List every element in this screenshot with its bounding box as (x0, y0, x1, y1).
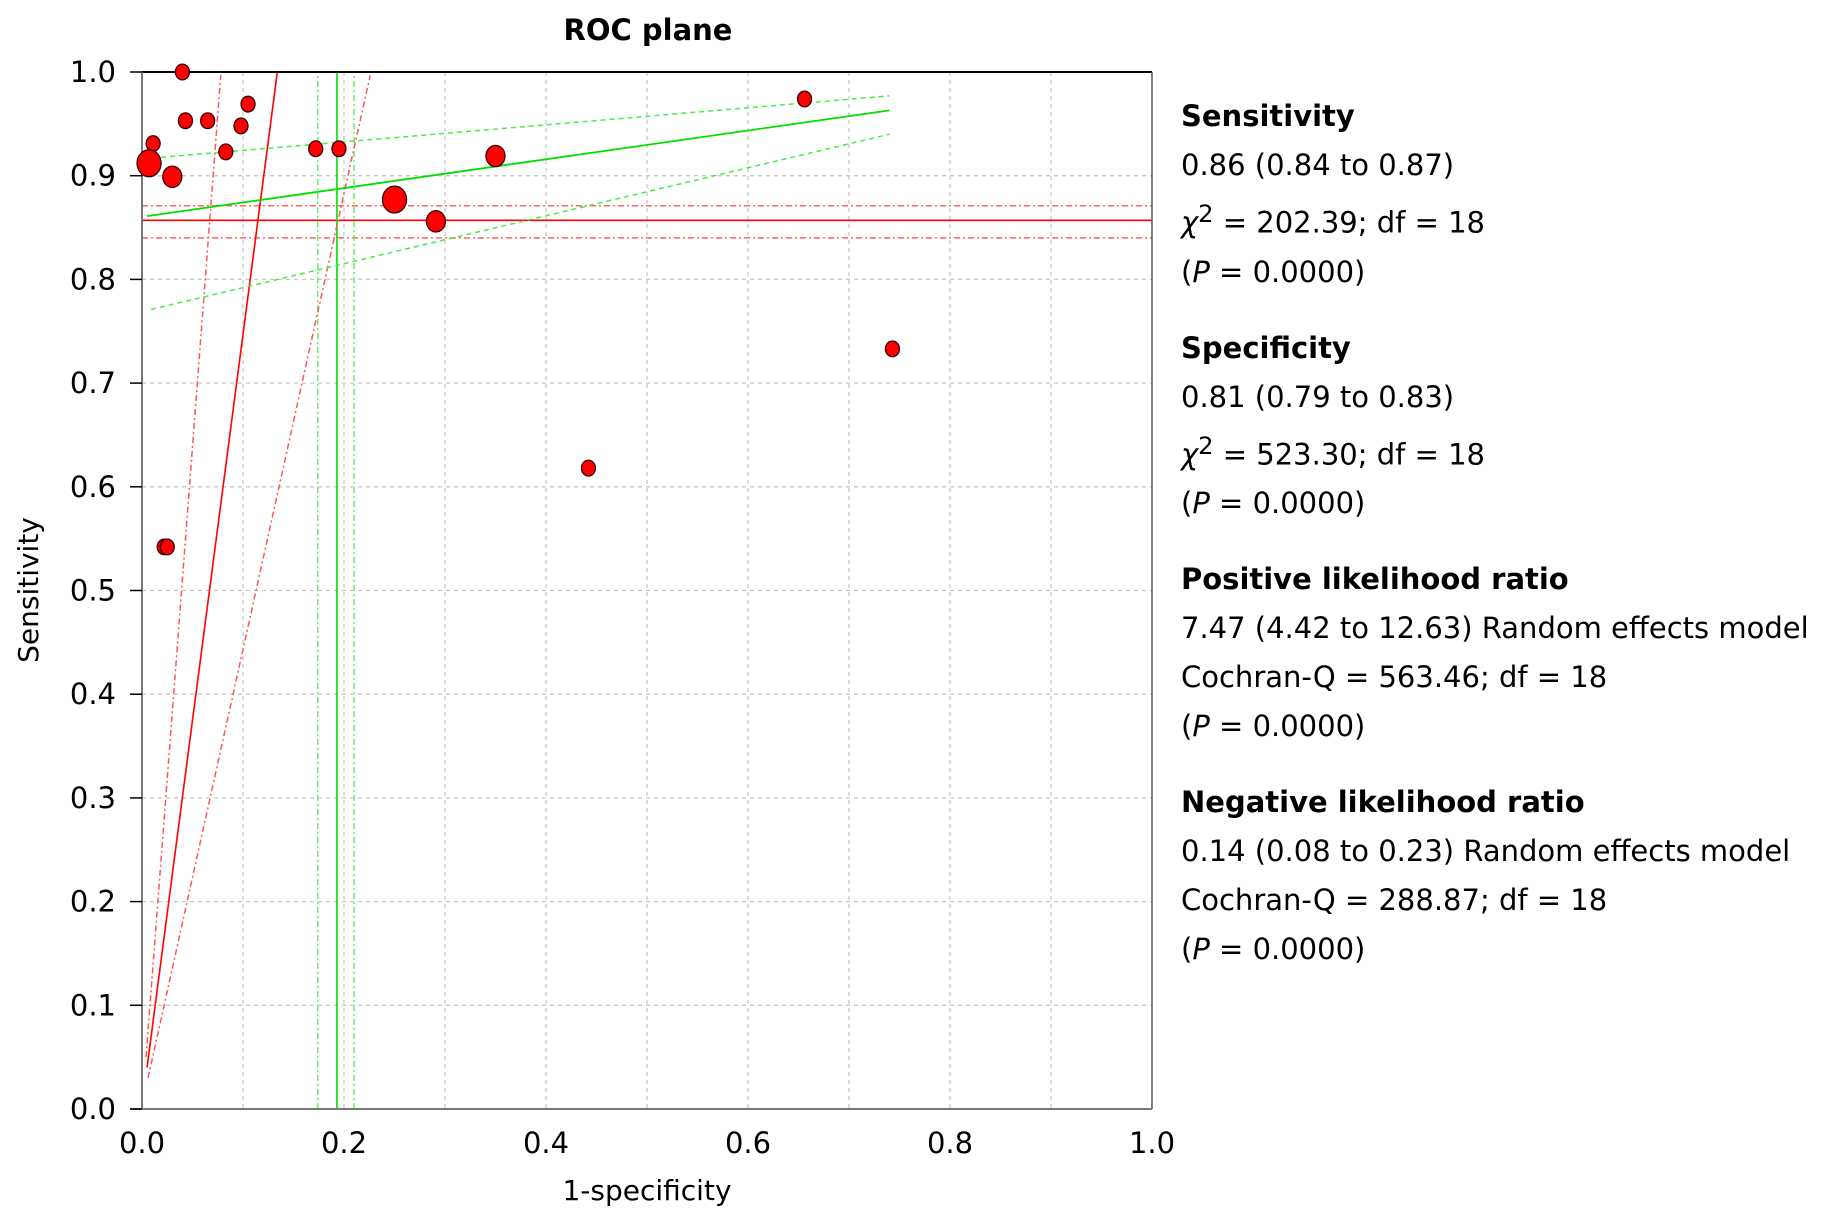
p-symbol: P (1192, 254, 1210, 289)
stat-test: Cochran-Q = 288.87; df = 18 (1181, 883, 1608, 918)
y-tick-label: 0.8 (70, 262, 116, 296)
stats-panel: Sensitivity 0.86 (0.84 to 0.87) χ2 = 202… (1181, 92, 1831, 1001)
y-tick-label: 0.0 (70, 1092, 116, 1126)
p-value: = 0.0000) (1209, 254, 1366, 289)
y-tick-label: 0.6 (70, 470, 116, 504)
stat-test: Cochran-Q = 563.46; df = 18 (1181, 660, 1608, 695)
study-point (218, 143, 234, 161)
x-tick-label: 0.4 (523, 1126, 569, 1160)
study-point (233, 117, 249, 135)
study-point (177, 112, 194, 130)
sroc-ci-line (150, 133, 890, 311)
p-value: = 0.0000) (1209, 486, 1366, 521)
tick-labels: 0.0 0.1 0.2 0.3 0.4 0.5 0.6 0.7 0.8 0.9 1.0 0.0 0.2 0… (70, 55, 1175, 1160)
chi-symbol: χ (1181, 205, 1199, 240)
positive-lr-ci-line (145, 75, 222, 1058)
stat-heading: Negative likelihood ratio (1181, 785, 1585, 820)
study-point (381, 185, 408, 214)
study-point (136, 149, 162, 178)
stat-block-positive-lr: Positive likelihood ratio 7.47 (4.42 to … (1181, 555, 1831, 751)
y-axis-title: Sensitivity (12, 517, 45, 663)
stat-estimate: 0.14 (0.08 to 0.23) Random effects model (1181, 834, 1791, 869)
paren: ( (1181, 709, 1193, 744)
grid (142, 72, 1152, 1109)
study-point (162, 165, 183, 189)
x-tick-label: 0.2 (321, 1126, 367, 1160)
stat-heading: Specificity (1181, 330, 1351, 365)
stat-test-value: = 202.39; df = 18 (1213, 205, 1485, 240)
study-point (331, 140, 347, 158)
study-point (199, 112, 216, 130)
stat-pvalue: (P = 0.0000) (1181, 248, 1831, 297)
sroc-ci-line (152, 95, 890, 159)
p-symbol: P (1192, 709, 1210, 744)
stat-pvalue: (P = 0.0000) (1181, 925, 1831, 974)
study-point (159, 538, 175, 556)
axes (130, 71, 1153, 1110)
paren: ( (1181, 486, 1193, 521)
study-point (425, 210, 447, 233)
positive-lr-line (146, 71, 279, 1068)
stat-test: χ2 = 202.39; df = 18 (1181, 190, 1831, 248)
y-tick-label: 0.7 (70, 366, 116, 400)
y-tick-label: 1.0 (70, 55, 116, 89)
x-tick-label: 0.0 (119, 1126, 165, 1160)
y-tick-label: 0.9 (70, 159, 116, 193)
chart-title: ROC plane (564, 13, 733, 47)
y-tick-label: 0.5 (70, 574, 116, 608)
stat-heading: Sensitivity (1181, 99, 1355, 133)
positive-lr-ci-line (147, 74, 371, 1079)
y-tick-label: 0.3 (70, 781, 116, 815)
x-tick-label: 1.0 (1129, 1126, 1175, 1160)
study-point (796, 90, 813, 108)
sroc-line (146, 109, 890, 218)
y-tick-label: 0.4 (70, 677, 116, 711)
chi-superscript: 2 (1198, 200, 1214, 228)
stat-pvalue: (P = 0.0000) (1181, 702, 1831, 751)
stat-pvalue: (P = 0.0000) (1181, 479, 1831, 528)
paren: ( (1181, 254, 1193, 289)
stat-block-sensitivity: Sensitivity 0.86 (0.84 to 0.87) χ2 = 202… (1181, 92, 1831, 297)
y-tick-label: 0.2 (70, 885, 116, 919)
p-symbol: P (1192, 486, 1210, 521)
stat-estimate: 0.86 (0.84 to 0.87) (1181, 148, 1455, 182)
x-tick-label: 0.6 (725, 1126, 771, 1160)
study-point (174, 63, 191, 81)
chi-symbol: χ (1181, 437, 1199, 472)
summary-lines (142, 71, 1152, 1109)
stat-block-negative-lr: Negative likelihood ratio 0.14 (0.08 to … (1181, 778, 1831, 974)
study-point (240, 95, 256, 113)
chi-superscript: 2 (1198, 431, 1214, 460)
x-axis-title: 1-specificity (562, 1174, 731, 1207)
study-point (884, 340, 901, 358)
stat-test-value: = 523.30; df = 18 (1213, 437, 1485, 472)
stat-estimate: 7.47 (4.42 to 12.63) Random effects mode… (1181, 611, 1809, 646)
y-tick-label: 0.1 (70, 988, 116, 1022)
study-points (136, 63, 901, 556)
x-tick-label: 0.8 (927, 1126, 973, 1160)
stat-heading: Positive likelihood ratio (1181, 562, 1569, 597)
paren: ( (1181, 932, 1193, 967)
study-point (580, 459, 597, 477)
stat-estimate: 0.81 (0.79 to 0.83) (1181, 379, 1455, 414)
stat-block-specificity: Specificity 0.81 (0.79 to 0.83) χ2 = 523… (1181, 324, 1831, 529)
study-point (308, 140, 324, 158)
study-point (485, 144, 506, 168)
study-point (145, 135, 161, 153)
p-value: = 0.0000) (1209, 932, 1366, 967)
stat-test: χ2 = 523.30; df = 18 (1181, 422, 1831, 480)
p-symbol: P (1192, 932, 1210, 967)
p-value: = 0.0000) (1209, 709, 1366, 744)
